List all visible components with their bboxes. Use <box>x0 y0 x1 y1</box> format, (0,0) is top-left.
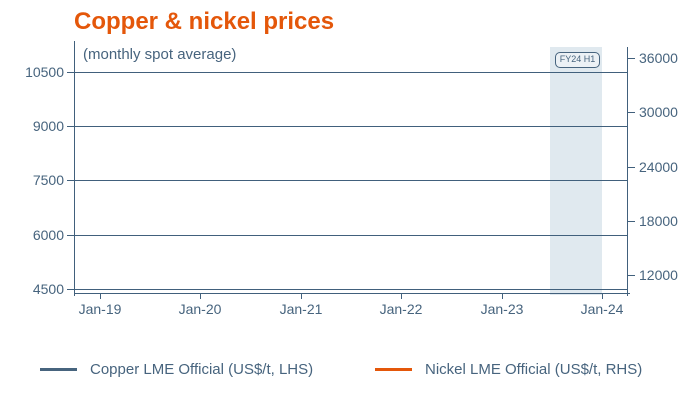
x-tick-label: Jan-21 <box>279 301 323 317</box>
y-left-tick-label: 10500 <box>25 64 64 80</box>
x-tick <box>602 294 603 299</box>
y-left-tick-label: 6000 <box>32 227 64 243</box>
y-right-tick-label: 18000 <box>639 213 678 229</box>
legend-label-copper: Copper LME Official (US$/t, LHS) <box>90 361 314 378</box>
gridline-4500 <box>75 289 627 290</box>
chart-title: Copper & nickel prices <box>74 8 335 35</box>
legend-item-copper: Copper LME Official (US$/t, LHS) <box>40 361 313 378</box>
x-tick-label: Jan-19 <box>78 301 122 317</box>
fy24-h1-label: FY24 H1 <box>555 52 600 68</box>
y-right-tick <box>627 221 635 222</box>
y-left-tick-label: 9000 <box>32 118 64 134</box>
y-right-tick <box>627 112 635 113</box>
x-tick-label: Jan-24 <box>580 301 624 317</box>
nickel-line-swatch <box>375 368 412 371</box>
chart-subtitle: (monthly spot average) <box>83 46 237 63</box>
copper-line-swatch <box>40 368 77 371</box>
y-right-tick-label: 24000 <box>639 159 678 175</box>
right-axis-line <box>627 47 628 296</box>
y-right-tick-label: 36000 <box>639 50 678 66</box>
x-tick-label: Jan-20 <box>178 301 222 317</box>
x-tick <box>100 294 101 299</box>
legend-label-nickel: Nickel LME Official (US$/t, RHS) <box>425 361 643 378</box>
y-left-tick <box>67 235 75 236</box>
y-right-tick <box>627 58 635 59</box>
y-left-tick-label: 4500 <box>32 281 64 297</box>
gridline-10500 <box>75 72 627 73</box>
y-right-tick-label: 12000 <box>639 267 678 283</box>
x-tick <box>502 294 503 299</box>
y-left-tick-label: 7500 <box>32 172 64 188</box>
gridline-7500 <box>75 180 627 181</box>
y-left-tick <box>67 180 75 181</box>
y-right-tick-label: 30000 <box>639 104 678 120</box>
bottom-axis-line <box>74 293 630 294</box>
y-right-tick <box>627 275 635 276</box>
left-axis-line <box>74 41 75 296</box>
y-left-tick <box>67 126 75 127</box>
gridline-6000 <box>75 235 627 236</box>
x-tick-label: Jan-22 <box>379 301 423 317</box>
x-tick <box>301 294 302 299</box>
x-tick <box>401 294 402 299</box>
fy24-h1-band <box>550 47 602 295</box>
legend-item-nickel: Nickel LME Official (US$/t, RHS) <box>375 361 642 378</box>
x-tick <box>200 294 201 299</box>
gridline-9000 <box>75 126 627 127</box>
y-left-tick <box>67 72 75 73</box>
y-right-tick <box>627 167 635 168</box>
y-left-tick <box>67 289 75 290</box>
x-tick-label: Jan-23 <box>480 301 524 317</box>
